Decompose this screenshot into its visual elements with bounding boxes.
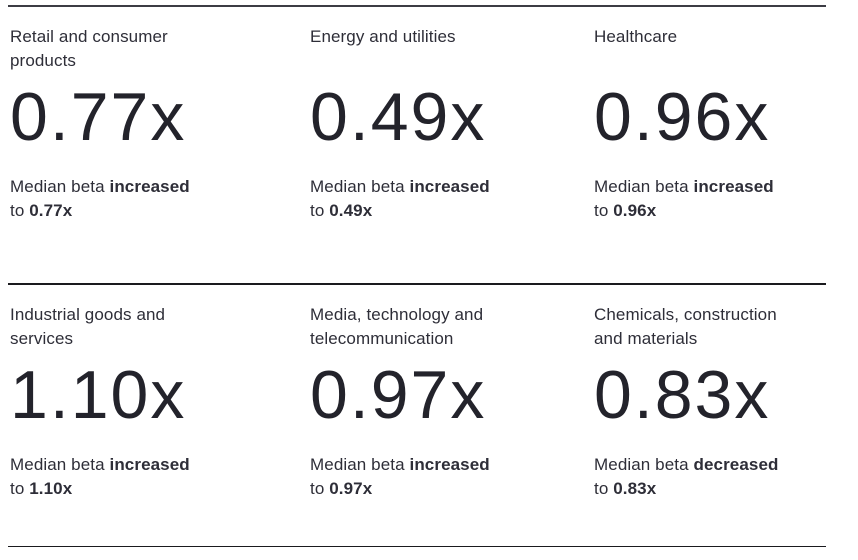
desc-change: increased <box>109 177 190 196</box>
beta-description: Median beta increased to 0.77x <box>10 175 310 223</box>
desc-to: to <box>10 478 30 498</box>
desc-value: 0.96x <box>613 201 657 220</box>
desc-lead: Median beta <box>10 177 110 196</box>
beta-description: Median beta decreased to 0.83x <box>594 453 826 501</box>
desc-change: increased <box>409 177 490 196</box>
sector-title: Industrial goods and services <box>10 304 166 348</box>
bottom-rule <box>8 545 826 547</box>
beta-row-1: Retail and consumer products 0.77x Media… <box>8 7 826 283</box>
desc-value: 0.49x <box>329 201 373 220</box>
sector-card-healthcare: Healthcare 0.96x Median beta increased to… <box>594 7 826 283</box>
desc-to: to <box>310 201 330 220</box>
beta-value: 0.97x <box>310 356 487 433</box>
desc-change: increased <box>693 177 774 196</box>
sector-card-industrial: Industrial goods and services 1.10x Medi… <box>8 285 310 546</box>
beta-value: 1.10x <box>10 356 187 433</box>
desc-to: to <box>10 201 30 220</box>
beta-row-2: Industrial goods and services 1.10x Medi… <box>8 285 826 546</box>
sector-card-retail: Retail and consumer products 0.77x Media… <box>8 7 310 283</box>
desc-lead: Median beta <box>594 454 694 474</box>
desc-to: to <box>594 478 614 498</box>
beta-description: Median beta increased to 0.96x <box>594 175 826 223</box>
desc-lead: Median beta <box>594 177 694 196</box>
sector-title: Chemicals, construction and materials <box>594 304 777 348</box>
desc-lead: Median beta <box>10 454 110 474</box>
middle-rule <box>8 283 826 285</box>
sector-card-energy: Energy and utilities 0.49x Median beta i… <box>310 7 594 283</box>
desc-to: to <box>310 478 330 498</box>
desc-lead: Median beta <box>310 177 410 196</box>
beta-description: Median beta increased to 1.10x <box>10 453 310 501</box>
desc-change: increased <box>409 454 490 474</box>
beta-value: 0.77x <box>10 79 187 155</box>
sector-title: Media, technology and telecommunication <box>310 304 484 348</box>
desc-change: increased <box>109 454 190 474</box>
desc-value: 0.97x <box>329 478 373 498</box>
sector-beta-panel: Retail and consumer products 0.77x Media… <box>8 5 826 547</box>
beta-value: 0.49x <box>310 79 487 155</box>
sector-title: Energy and utilities <box>310 27 456 46</box>
desc-value: 0.77x <box>29 201 73 220</box>
sector-title: Healthcare <box>594 27 678 46</box>
beta-description: Median beta increased to 0.49x <box>310 175 594 223</box>
desc-lead: Median beta <box>310 454 410 474</box>
sector-card-chemicals: Chemicals, construction and materials 0.… <box>594 285 826 546</box>
desc-value: 1.10x <box>29 478 73 498</box>
beta-value: 0.96x <box>594 79 771 155</box>
top-rule <box>8 5 826 7</box>
desc-change: decreased <box>693 454 779 474</box>
beta-value: 0.83x <box>594 356 771 433</box>
sector-title: Retail and consumer products <box>10 27 168 70</box>
desc-to: to <box>594 201 614 220</box>
beta-description: Median beta increased to 0.97x <box>310 453 594 501</box>
desc-value: 0.83x <box>613 478 657 498</box>
sector-card-media-tech: Media, technology and telecommunication … <box>310 285 594 546</box>
